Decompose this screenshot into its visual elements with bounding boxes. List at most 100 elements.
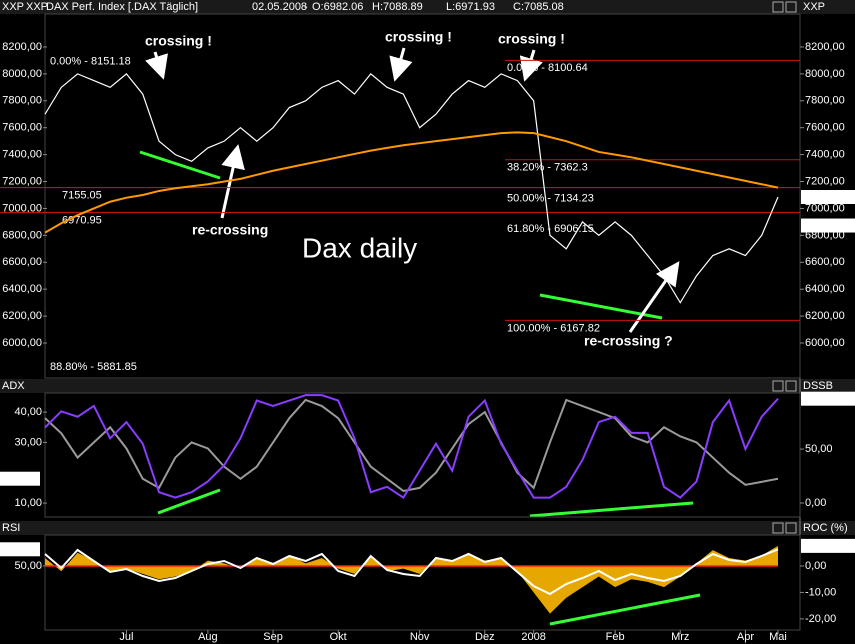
x-tick-label: Apr bbox=[737, 631, 754, 643]
y2-tick-label: 6400,00 bbox=[805, 283, 845, 295]
header-text: C:7085.08 bbox=[513, 1, 564, 13]
y2-tick-label: 7400,00 bbox=[805, 149, 845, 161]
header-text: DAX Perf. Index [.DAX Täglich] bbox=[46, 1, 198, 13]
y-axis-label: XXP bbox=[2, 1, 24, 13]
y2-tick-label: 0,00 bbox=[805, 560, 826, 572]
y-tick-label: 6000,00 bbox=[2, 337, 42, 349]
level-label: 0.00% - 8100.64 bbox=[507, 62, 588, 74]
arrow bbox=[145, 51, 168, 80]
x-tick-label: 2008 bbox=[521, 631, 545, 643]
arrow bbox=[389, 47, 413, 82]
x-tick-label: Feb bbox=[606, 631, 625, 643]
x-tick-label: Jul bbox=[119, 631, 133, 643]
y-tick-label: 7200,00 bbox=[2, 175, 42, 187]
value-tag bbox=[801, 538, 855, 553]
y2-tick-label: -20,00 bbox=[805, 613, 836, 625]
y2-axis-label: ROC (%) bbox=[803, 522, 848, 534]
y-tick-label: 50,00 bbox=[14, 560, 42, 572]
x-tick-label: Aug bbox=[198, 631, 218, 643]
window-button[interactable] bbox=[772, 380, 784, 392]
y-tick-label: 30,00 bbox=[14, 436, 42, 448]
annotation: Dax daily bbox=[302, 232, 417, 263]
y2-axis-label: XXP bbox=[803, 1, 825, 13]
y-tick-label: 8000,00 bbox=[2, 68, 42, 80]
header-text: O:6982.06 bbox=[312, 1, 363, 13]
panel-frame bbox=[44, 392, 801, 518]
trend-lines bbox=[139, 150, 701, 626]
panel-bar bbox=[0, 379, 855, 393]
y2-axis-label: DSSB bbox=[803, 380, 833, 392]
trend-line bbox=[139, 150, 221, 180]
x-tick-label: Okt bbox=[330, 631, 347, 643]
close-button[interactable] bbox=[785, 380, 797, 392]
y-axis-label: RSI bbox=[2, 522, 20, 534]
header-text: - bbox=[304, 1, 308, 13]
y-tick-label: 7600,00 bbox=[2, 122, 42, 134]
window-button[interactable] bbox=[772, 1, 784, 13]
y-tick-label: 7800,00 bbox=[2, 95, 42, 107]
y-tick-label: 8200,00 bbox=[2, 41, 42, 53]
level-label: 7155.05 bbox=[62, 189, 102, 201]
y2-tick-label: -10,00 bbox=[805, 586, 836, 598]
y-tick-label: 10,00 bbox=[14, 497, 42, 509]
trend-line bbox=[157, 488, 221, 515]
level-label: 100.00% - 6167.82 bbox=[507, 322, 600, 334]
panel-frame bbox=[44, 13, 801, 379]
value-tag-label: 7,59 bbox=[804, 540, 825, 552]
arrow bbox=[628, 261, 680, 333]
value-tag-label: 18,03 bbox=[9, 473, 37, 485]
header-text: L:6971.93 bbox=[446, 1, 495, 13]
value-tag bbox=[801, 189, 855, 204]
y2-tick-label: 7800,00 bbox=[805, 95, 845, 107]
arrows bbox=[145, 47, 680, 333]
y2-tick-label: 50,00 bbox=[805, 443, 833, 455]
value-tag bbox=[0, 471, 40, 486]
y-tick-label: 6200,00 bbox=[2, 310, 42, 322]
level-label: 38.20% - 7362.3 bbox=[507, 162, 588, 174]
axes bbox=[45, 14, 801, 631]
x-tick-label: Sep bbox=[263, 631, 283, 643]
series-line bbox=[44, 131, 779, 234]
value-tag-label: 96,72 bbox=[804, 393, 832, 405]
level-label: 88.80% - 5881.85 bbox=[50, 361, 137, 373]
header-bar bbox=[0, 0, 855, 14]
y2-tick-label: 7000,00 bbox=[805, 202, 845, 214]
x-tick-label: Dez bbox=[475, 631, 495, 643]
y2-tick-label: 0,00 bbox=[805, 497, 826, 509]
trend-line bbox=[549, 593, 701, 626]
series-line bbox=[44, 398, 779, 492]
x-tick-label: Nov bbox=[410, 631, 430, 643]
header-text: H:7088.89 bbox=[372, 1, 423, 13]
value-tag-label: 66,72 bbox=[9, 543, 37, 555]
y2-tick-label: 6200,00 bbox=[805, 310, 845, 322]
value-tag-label: 6873,03 bbox=[804, 219, 844, 231]
close-button[interactable] bbox=[785, 522, 797, 534]
trend-line bbox=[529, 501, 694, 518]
annotation: crossing ! bbox=[145, 33, 212, 49]
y-tick-label: 40,00 bbox=[14, 406, 42, 418]
y-tick-label: 7000,00 bbox=[2, 202, 42, 214]
level-label: 50.00% - 7134.23 bbox=[507, 192, 594, 204]
y2-tick-label: 6600,00 bbox=[805, 256, 845, 268]
annotation: re-crossing bbox=[192, 222, 268, 238]
y-tick-label: 6800,00 bbox=[2, 229, 42, 241]
value-tag bbox=[801, 218, 855, 233]
y2-tick-label: 8000,00 bbox=[805, 68, 845, 80]
y2-tick-label: 8200,00 bbox=[805, 41, 845, 53]
panel-frame bbox=[44, 534, 801, 631]
y2-tick-label: 7200,00 bbox=[805, 175, 845, 187]
arrow bbox=[220, 144, 245, 219]
y-tick-label: 6400,00 bbox=[2, 283, 42, 295]
value-tag bbox=[801, 391, 855, 406]
annotation: crossing ! bbox=[498, 31, 565, 47]
y2-tick-label: 7600,00 bbox=[805, 122, 845, 134]
close-button[interactable] bbox=[785, 1, 797, 13]
window-button[interactable] bbox=[772, 522, 784, 534]
x-tick-label: Mrz bbox=[671, 631, 689, 643]
series-line bbox=[44, 548, 779, 596]
series-line bbox=[44, 73, 779, 304]
value-tag-label: 7085,08 bbox=[804, 191, 844, 203]
y-tick-label: 6600,00 bbox=[2, 256, 42, 268]
annotation: crossing ! bbox=[385, 29, 452, 45]
value-tag bbox=[0, 542, 40, 557]
